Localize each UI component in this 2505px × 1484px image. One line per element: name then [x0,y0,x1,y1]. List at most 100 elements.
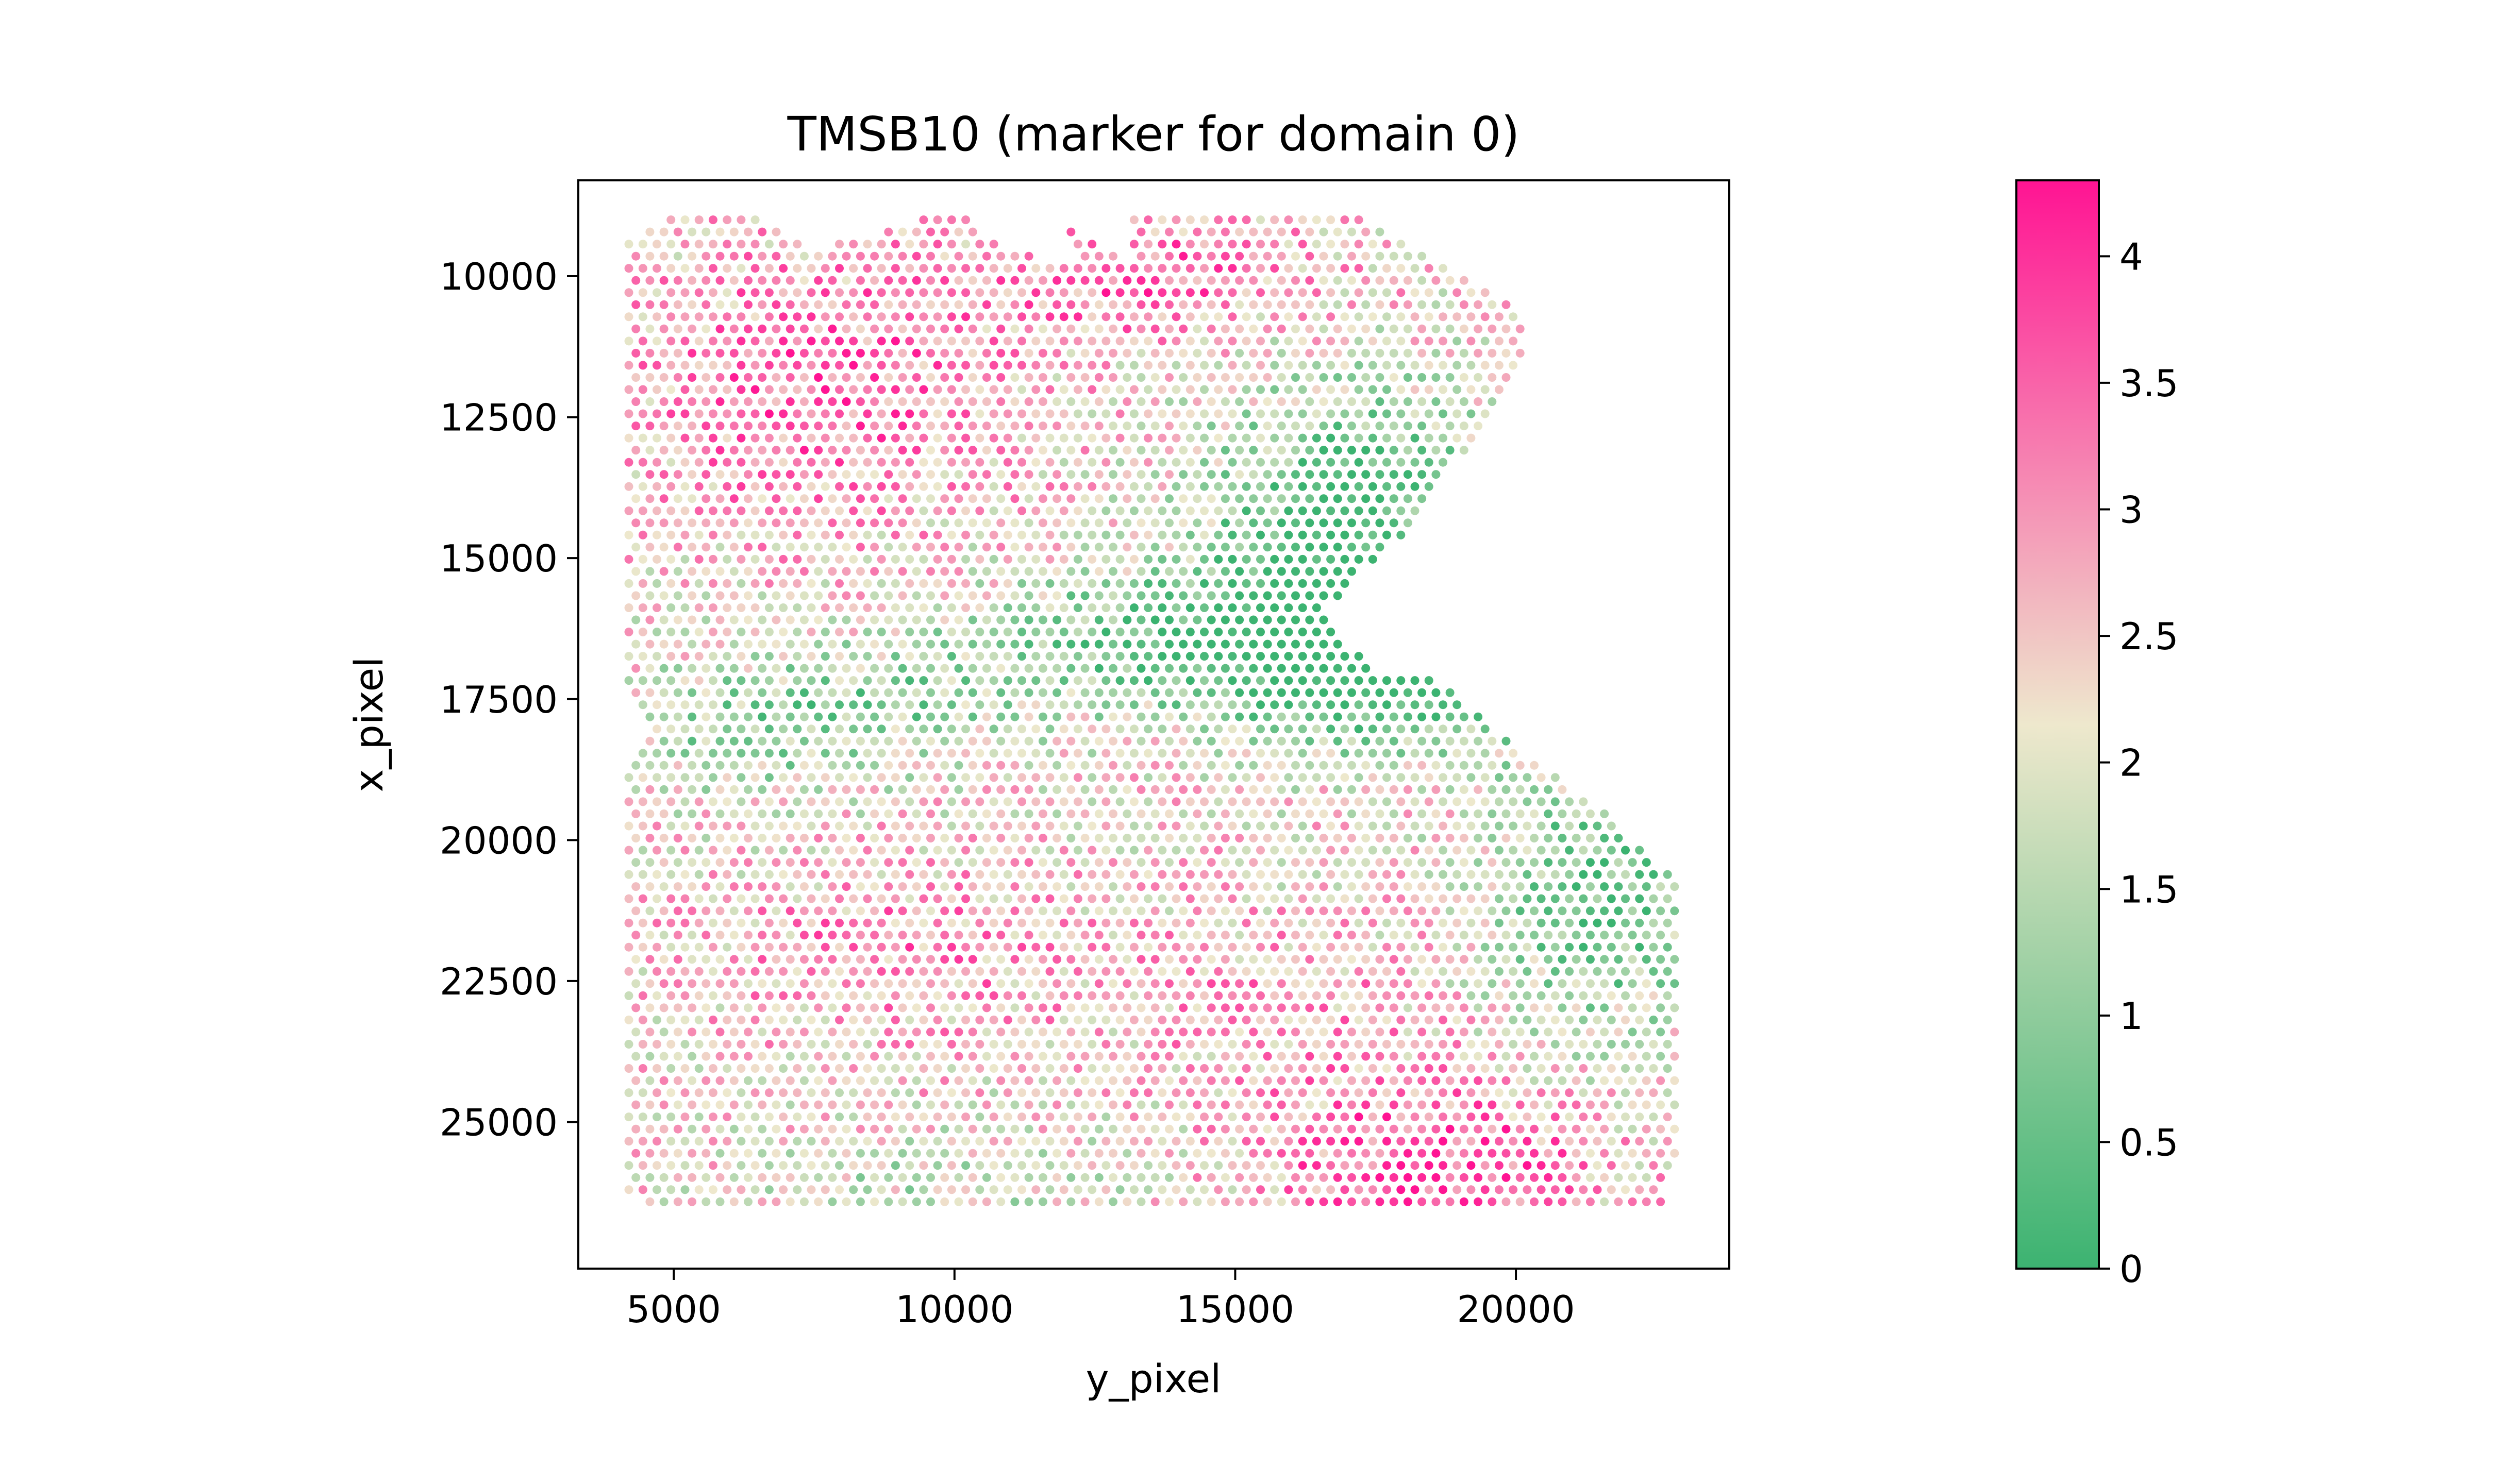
data-point [940,906,949,916]
data-point [1109,1076,1117,1085]
data-point [1003,385,1012,394]
data-point [1361,955,1371,964]
data-point [1347,761,1356,770]
data-point [1600,931,1609,940]
data-point [1642,1149,1651,1158]
data-point [1488,1100,1497,1109]
data-point [1059,409,1068,418]
data-point [1558,1052,1567,1061]
data-point [659,931,669,940]
data-point [1347,446,1356,455]
data-point [1530,979,1539,988]
data-point [779,1088,788,1098]
data-point [1045,554,1055,564]
data-point [1593,1064,1602,1073]
data-point [793,288,802,297]
data-point [912,591,921,600]
data-point [680,385,690,394]
data-point [1172,1040,1181,1049]
data-point [1523,1064,1532,1073]
data-point [772,543,781,552]
data-point [1593,1088,1602,1098]
data-point [1537,773,1546,782]
data-point [1488,931,1497,940]
data-point [1038,373,1047,382]
data-point [1291,543,1300,552]
data-point [1382,749,1391,758]
data-point [1340,821,1349,831]
data-point [1137,931,1146,940]
data-point [1115,288,1125,297]
data-point [926,785,935,794]
data-point [849,967,858,976]
data-point [702,446,711,455]
data-point [1593,1015,1602,1024]
data-point [1565,1137,1574,1146]
data-point [1094,300,1104,309]
data-point [1150,421,1160,431]
data-point [1530,931,1539,940]
data-point [1354,749,1363,758]
data-point [1530,1003,1539,1013]
data-point [638,336,647,346]
data-point [750,1064,760,1073]
data-point [1410,336,1419,346]
data-point [842,324,851,333]
data-point [1298,1137,1307,1146]
data-point [1010,736,1020,746]
data-point [1088,967,1097,976]
data-point [680,240,690,249]
data-point [1059,676,1068,685]
data-point [1270,676,1279,685]
data-point [975,821,984,831]
data-point [653,1161,661,1170]
data-point [653,1137,661,1146]
data-point [1509,361,1518,370]
data-point [1179,494,1188,503]
data-point [694,579,704,588]
data-point [1530,1124,1539,1134]
data-point [835,652,844,661]
data-point [1088,433,1097,443]
data-point [1172,288,1181,297]
data-point [807,676,816,685]
data-point [1129,482,1139,491]
data-point [1256,385,1265,394]
data-point [1312,749,1321,758]
data-point [968,324,977,333]
data-point [793,652,802,661]
data-point [1347,251,1356,261]
data-point [954,639,963,649]
data-point [624,628,633,636]
data-point [1053,494,1062,503]
data-point [786,736,795,746]
data-point [1193,1027,1202,1037]
data-point [1424,1112,1433,1122]
data-point [849,361,858,370]
data-point [1094,1124,1104,1134]
data-point [1333,688,1342,697]
data-point [1024,543,1033,552]
data-point [715,518,725,528]
data-point [1129,361,1139,370]
data-point [631,421,641,431]
data-point [1614,882,1623,891]
data-point [779,628,788,636]
data-point [729,518,739,528]
data-point [1347,931,1356,940]
data-point [666,1112,676,1122]
data-point [1354,288,1363,297]
data-point [624,1112,633,1122]
data-point [1368,458,1377,467]
data-point [1389,1003,1398,1013]
data-point [821,918,830,927]
data-point [1340,458,1349,467]
data-point [1340,506,1349,515]
data-point [793,506,802,515]
data-point [1144,749,1153,758]
data-point [1312,1112,1321,1122]
data-point [1024,1076,1033,1085]
data-point [947,724,956,734]
data-point [1361,664,1371,673]
data-point [1480,361,1490,370]
